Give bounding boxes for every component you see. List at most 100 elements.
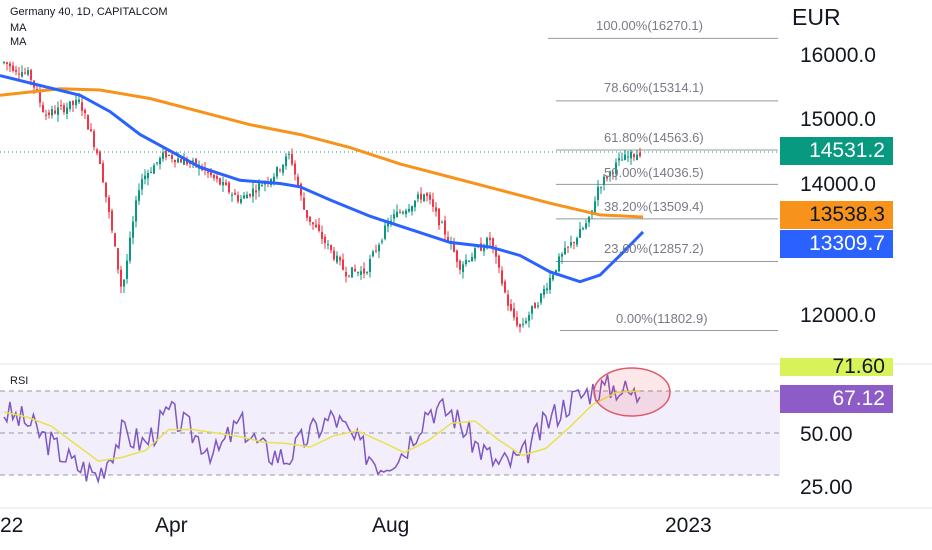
candle-body	[405, 210, 407, 215]
candle-body	[54, 110, 56, 114]
candle-body	[21, 72, 23, 77]
candle-body	[96, 149, 98, 154]
candle-body	[12, 65, 14, 71]
candle-body	[57, 107, 59, 115]
candle-body	[612, 172, 614, 174]
fib-label: 100.00%(16270.1)	[596, 18, 703, 33]
candle-body	[237, 194, 239, 202]
candle-body	[240, 198, 242, 203]
candle-body	[189, 162, 191, 164]
candle-body	[552, 274, 554, 280]
candle-body	[522, 323, 524, 325]
price-tag-last: 14531.2	[780, 137, 893, 165]
candle-body	[528, 314, 530, 321]
candle-body	[633, 154, 635, 158]
candle-body	[276, 167, 278, 177]
candle-body	[99, 151, 101, 164]
candle-body	[429, 194, 431, 200]
candle-body	[495, 249, 497, 257]
candle-body	[222, 182, 224, 186]
candle-body	[366, 272, 368, 274]
candle-body	[546, 288, 548, 291]
candle-body	[228, 182, 230, 193]
candle-body	[87, 115, 89, 130]
candle-body	[474, 248, 476, 259]
candle-body	[504, 281, 506, 293]
candle-body	[576, 237, 578, 245]
candle-body	[630, 151, 632, 159]
fib-label: 50.00%(14036.5)	[604, 165, 704, 180]
candle-body	[63, 105, 65, 113]
candle-body	[114, 233, 116, 247]
fib-label: 23.60%(12857.2)	[604, 241, 704, 256]
candle-body	[78, 99, 80, 103]
candle-body	[462, 264, 464, 273]
candle-body	[207, 171, 209, 173]
candle-body	[300, 183, 302, 196]
candle-body	[417, 194, 419, 199]
candle-body	[219, 178, 221, 185]
candle-body	[618, 158, 620, 161]
candle-body	[75, 99, 77, 106]
price-tag-ma-fast: 13309.7	[780, 230, 893, 258]
candle-body	[531, 305, 533, 314]
candle-body	[303, 197, 305, 210]
candle-body	[117, 248, 119, 270]
candle-body	[597, 186, 599, 200]
candle-body	[501, 270, 503, 284]
fib-label: 78.60%(15314.1)	[604, 80, 704, 95]
candle-body	[315, 224, 317, 228]
candle-body	[507, 294, 509, 306]
candle-body	[459, 260, 461, 270]
candle-body	[489, 237, 491, 240]
candle-body	[519, 324, 521, 328]
candle-body	[621, 159, 623, 161]
candle-body	[279, 169, 281, 171]
candle-body	[345, 271, 347, 277]
candle-body	[153, 165, 155, 174]
rsi-ma-line	[3, 390, 641, 462]
rsi-value-tag: 67.12	[780, 385, 893, 413]
candle-body	[390, 220, 392, 222]
candle-body	[141, 179, 143, 190]
candle-body	[93, 131, 95, 148]
candle-body	[414, 200, 416, 208]
candle-body	[537, 305, 539, 307]
candle-body	[585, 223, 587, 229]
candle-body	[183, 159, 185, 165]
x-tick: 22	[0, 514, 24, 537]
candle-body	[363, 268, 365, 274]
ma-legend-1[interactable]: MA	[10, 22, 27, 34]
candle-body	[60, 105, 62, 107]
candle-body	[312, 222, 314, 225]
candle-body	[27, 70, 29, 75]
candle-body	[453, 242, 455, 252]
candle-body	[543, 289, 545, 295]
candle-body	[609, 171, 611, 177]
candle-body	[387, 221, 389, 227]
candle-body	[3, 61, 5, 63]
candle-body	[540, 293, 542, 303]
candle-body	[606, 176, 608, 179]
ma-legend-2[interactable]: MA	[10, 36, 27, 48]
candle-body	[261, 185, 263, 187]
candle-body	[282, 164, 284, 173]
candle-body	[555, 269, 557, 275]
candle-body	[447, 236, 449, 242]
candle-body	[48, 112, 50, 115]
candle-body	[465, 259, 467, 265]
x-tick: Aug	[372, 514, 410, 537]
candle-body	[18, 73, 20, 75]
candle-body	[108, 197, 110, 212]
candle-body	[288, 153, 290, 155]
candle-body	[105, 182, 107, 198]
rsi-upper-tag: 71.60	[780, 358, 893, 376]
candle-body	[360, 271, 362, 275]
price-tick: 12000.0	[800, 304, 876, 327]
candle-body	[51, 109, 53, 116]
candle-body	[258, 183, 260, 191]
candle-body	[513, 308, 515, 318]
candle-body	[129, 237, 131, 261]
candle-body	[426, 193, 428, 196]
